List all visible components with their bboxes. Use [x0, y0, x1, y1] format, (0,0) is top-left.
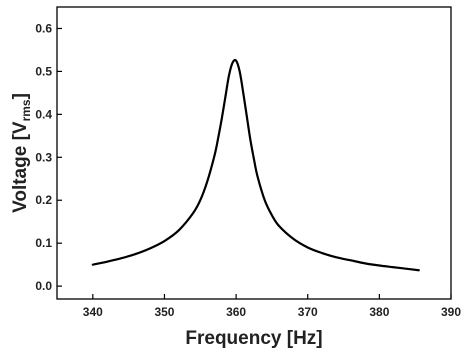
- y-tick-label: 0.2: [35, 193, 52, 207]
- x-tick-label: 380: [369, 305, 389, 319]
- x-tick-label: 360: [226, 305, 246, 319]
- y-ticks: 0.0 0.1 0.2 0.3 0.4 0.5 0.6: [35, 21, 62, 293]
- y-tick-label: 0.6: [35, 21, 52, 35]
- y-tick-label: 0.0: [35, 279, 52, 293]
- y-axis-title-main: Voltage [V: [10, 121, 31, 213]
- y-axis-title-end: ]: [10, 93, 31, 99]
- x-tick-label: 340: [83, 305, 103, 319]
- y-axis-title-subscript: rms: [19, 99, 33, 121]
- x-tick-label: 350: [154, 305, 174, 319]
- series-line: [91, 58, 420, 272]
- x-ticks: 340 350 360 370 380 390: [83, 294, 461, 319]
- y-tick-label: 0.1: [35, 236, 52, 250]
- x-tick-label: 370: [298, 305, 318, 319]
- y-tick-label: 0.3: [35, 150, 52, 164]
- y-tick-label: 0.5: [35, 64, 52, 78]
- y-tick-label: 0.4: [35, 107, 52, 121]
- y-axis-title: Voltage [Vrms]: [10, 93, 33, 213]
- plot-frame: [56, 6, 452, 300]
- x-axis-title: Frequency [Hz]: [185, 328, 322, 349]
- x-tick-label: 390: [441, 305, 461, 319]
